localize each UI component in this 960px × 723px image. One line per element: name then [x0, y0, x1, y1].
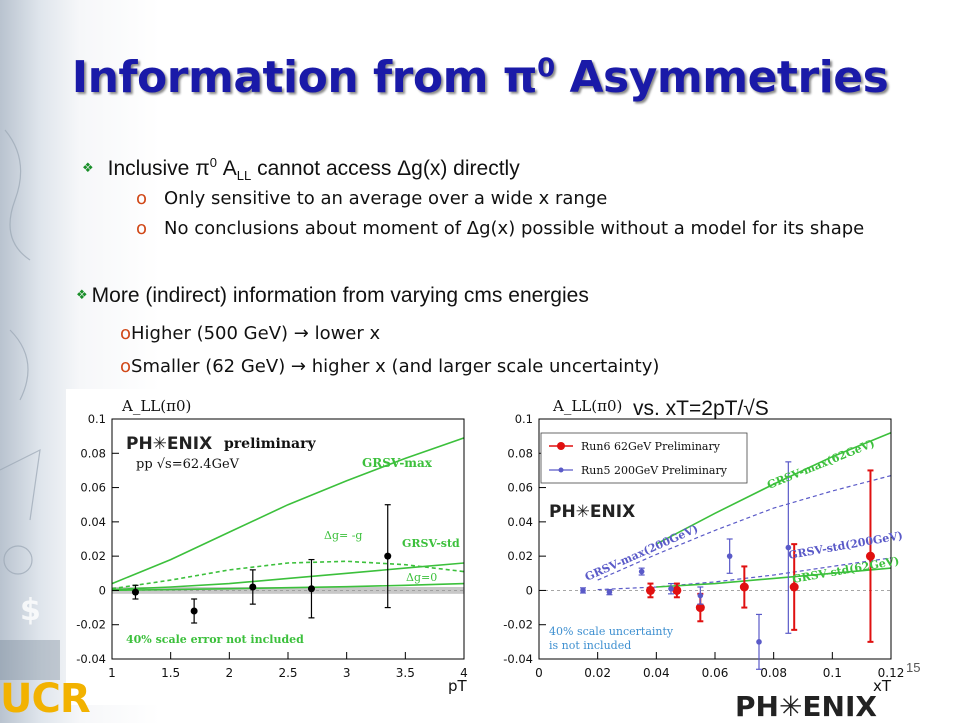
sub-bullet-4: oSmaller (62 GeV) → higher x (and larger…: [120, 356, 660, 377]
sub-bullet-3: oHigher (500 GeV) → lower x: [120, 323, 381, 344]
label-grsv-std-62: GRSV-std(62GeV): [791, 554, 900, 586]
slide-title: Information from π0 Asymmetries: [71, 52, 889, 103]
x-tick-label: 4: [460, 666, 468, 680]
sub-bullet-1: o Only sensitive to an average over a wid…: [136, 188, 608, 209]
x-tick-label: 2: [226, 666, 234, 680]
y-tick-label: -0.04: [76, 652, 106, 666]
x-tick-label: 0.08: [760, 666, 787, 680]
y-tick-label: 0.06: [507, 481, 533, 495]
scale-uncertainty-note-2: is not included: [549, 639, 631, 652]
x-tick-label: 1: [108, 666, 116, 680]
data-point: [638, 568, 645, 575]
diamond-bullet-icon: ❖: [76, 287, 88, 302]
x-tick-label: 0.12: [878, 666, 905, 680]
legend-marker-run5: [558, 467, 564, 473]
curve--g-0: [112, 582, 464, 592]
y-tick-label: 0.04: [80, 515, 106, 529]
y-tick-label: 0: [99, 583, 106, 597]
data-point: [668, 585, 674, 592]
x-tick-label: 2.5: [278, 666, 297, 680]
ucr-logo: UCR: [0, 676, 91, 722]
sub-bullet-2: o No conclusions about moment of Δg(x) po…: [136, 218, 865, 239]
y-tick-label: 0.08: [80, 446, 106, 460]
page-number: 15: [906, 660, 921, 675]
y-tick-label: 0.1: [515, 412, 533, 426]
y-tick-label: 0.06: [80, 481, 106, 495]
data-point: [739, 582, 749, 592]
label-grsv-std: GRSV-std: [402, 537, 460, 550]
phenix-logo: PH✳ENIX: [549, 502, 635, 522]
y-tick-label: 0.08: [507, 446, 533, 460]
x-tick-label: 3: [343, 666, 351, 680]
data-point: [697, 592, 704, 599]
y-axis-label: A_LL(π0): [552, 397, 622, 415]
y-tick-label: -0.02: [76, 618, 106, 632]
y-tick-label: 0.04: [507, 515, 533, 529]
data-point: [131, 588, 139, 596]
x-tick-label: 1.5: [161, 666, 180, 680]
curve-grsv-max-62gev-: [655, 431, 891, 545]
x-tick-label: 0.06: [702, 666, 729, 680]
bullet-cms-energies: ❖ More (indirect) information from varyin…: [76, 284, 589, 307]
phenix-logo: PH✳ENIX: [126, 434, 212, 454]
label-grsv-max: GRSV-max: [362, 456, 433, 470]
phenix-footer-logo: PH✳ENIX: [735, 690, 877, 723]
label-dg-minus-g: Δg= -g: [324, 529, 362, 542]
data-point: [384, 552, 392, 560]
data-point: [865, 551, 875, 561]
label-dg-zero: Δg=0: [406, 571, 437, 584]
y-tick-label: 0.02: [507, 549, 533, 563]
data-point: [249, 583, 257, 591]
scale-error-note: 40% scale error not included: [126, 633, 304, 646]
x-tick-label: 3.5: [396, 666, 415, 680]
y-tick-label: 0.1: [88, 412, 106, 426]
data-point: [789, 582, 799, 592]
legend-box: Run6 62GeV Preliminary Run5 200GeV Preli…: [540, 432, 748, 484]
data-point: [695, 603, 705, 613]
data-point: [606, 589, 613, 595]
data-point: [726, 553, 733, 559]
diamond-bullet-icon: ❖: [82, 160, 94, 175]
x-tick-label: 0: [535, 666, 543, 680]
x-tick-label: 0.1: [823, 666, 842, 680]
y-axis-label: A_LL(π0): [121, 397, 191, 415]
x-axis-label: pT: [448, 677, 468, 695]
data-point: [756, 639, 762, 645]
y-tick-label: 0.02: [80, 549, 106, 563]
data-point: [645, 585, 655, 595]
label-grsv-max-62: GRSV-max(62GeV): [765, 437, 876, 492]
data-point: [785, 544, 792, 551]
x-tick-label: 0.02: [584, 666, 611, 680]
data-point: [190, 607, 198, 615]
curve--g-g: [112, 560, 464, 590]
y-tick-label: -0.02: [503, 618, 533, 632]
curve-grsv-std: [112, 562, 464, 591]
preliminary-label: preliminary: [224, 436, 316, 452]
curve-grsv-std-62gev-: [656, 567, 891, 588]
curve-grsv-max-200gev-: [597, 475, 891, 581]
y-tick-label: -0.04: [503, 652, 533, 666]
data-point: [580, 587, 586, 594]
x-tick-label: 0.04: [643, 666, 670, 680]
xt-header-label: vs. xT=2pT/√S: [633, 397, 769, 420]
legend-run6: Run6 62GeV Preliminary: [581, 440, 721, 453]
bullet-inclusive: ❖ Inclusive π0 ALL cannot access Δg(x) di…: [82, 155, 520, 184]
y-tick-label: 0: [526, 583, 533, 597]
curve-grsv-max: [112, 437, 464, 585]
scale-uncertainty-note-1: 40% scale uncertainty: [549, 625, 674, 638]
svg-text:$: $: [20, 593, 41, 628]
x-axis-label: xT: [873, 677, 892, 695]
plot-all-vs-xt: A_LL(π0) vs. xT=2pT/√S 0 0.02 0.04 0.06 0.08…: [497, 389, 911, 705]
energy-label: pp √s=62.4GeV: [136, 457, 240, 472]
data-point: [672, 585, 682, 595]
legend-run5: Run5 200GeV Preliminary: [581, 464, 728, 477]
legend-marker-run6: [557, 442, 565, 450]
plot-all-vs-pt: A_LL(π0) 1 1.5 2 2.5 3 3.5 4 -0.04 -0.02 0 0.02 0.0…: [66, 389, 480, 705]
data-point: [307, 585, 315, 593]
